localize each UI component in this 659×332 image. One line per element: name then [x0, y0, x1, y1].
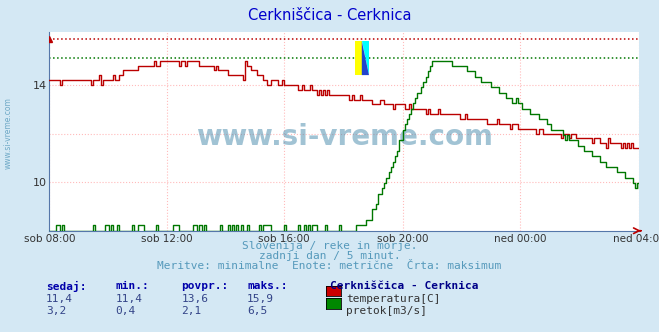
Text: zadnji dan / 5 minut.: zadnji dan / 5 minut. — [258, 251, 401, 261]
Text: sedaj:: sedaj: — [46, 281, 86, 291]
Text: pretok[m3/s]: pretok[m3/s] — [346, 306, 427, 316]
Text: www.si-vreme.com: www.si-vreme.com — [196, 123, 493, 151]
Text: temperatura[C]: temperatura[C] — [346, 294, 440, 304]
Polygon shape — [362, 41, 369, 75]
Text: Slovenija / reke in morje.: Slovenija / reke in morje. — [242, 241, 417, 251]
Text: 13,6: 13,6 — [181, 294, 208, 304]
Text: 11,4: 11,4 — [115, 294, 142, 304]
FancyBboxPatch shape — [355, 41, 362, 75]
Text: 3,2: 3,2 — [46, 306, 67, 316]
Text: www.si-vreme.com: www.si-vreme.com — [3, 97, 13, 169]
Polygon shape — [362, 41, 369, 75]
Text: Cerkniščica - Cerknica: Cerkniščica - Cerknica — [248, 8, 411, 23]
Text: 15,9: 15,9 — [247, 294, 274, 304]
Text: 11,4: 11,4 — [46, 294, 73, 304]
Text: 6,5: 6,5 — [247, 306, 268, 316]
Text: maks.:: maks.: — [247, 281, 287, 290]
Text: povpr.:: povpr.: — [181, 281, 229, 290]
Text: Meritve: minimalne  Enote: metrične  Črta: maksimum: Meritve: minimalne Enote: metrične Črta:… — [158, 261, 501, 271]
Text: 2,1: 2,1 — [181, 306, 202, 316]
Text: Cerkniščica - Cerknica: Cerkniščica - Cerknica — [330, 281, 478, 290]
Text: min.:: min.: — [115, 281, 149, 290]
Text: 0,4: 0,4 — [115, 306, 136, 316]
